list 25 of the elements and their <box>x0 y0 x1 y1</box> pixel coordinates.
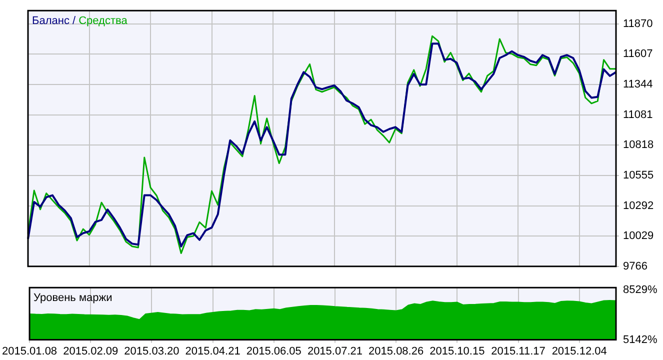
x-tick-label: 2015.08.26 <box>368 345 424 358</box>
y-tick-label: 5142% <box>623 334 658 346</box>
x-tick-label: 2015.03.20 <box>124 345 180 358</box>
y-tick-label: 10292 <box>623 200 654 212</box>
y-tick-label: 11607 <box>623 48 653 60</box>
y-tick-label: 9766 <box>623 260 648 272</box>
annotation: / <box>69 15 79 28</box>
x-tick-label: 2015.01.08 <box>2 345 58 358</box>
y-tick-label: 8529% <box>623 284 658 296</box>
x-tick-label: 2015.02.09 <box>63 345 118 358</box>
x-tick-label: 2015.10.15 <box>430 345 485 358</box>
y-tick-label: 11081 <box>623 108 653 121</box>
x-tick-label: 2015.07.21 <box>307 345 363 358</box>
x-tick-label: 2015.11.17 <box>491 345 546 358</box>
y-tick-label: 11870 <box>623 18 653 30</box>
y-tick-label: 11344 <box>623 78 653 91</box>
text: Баланс <box>32 15 70 28</box>
x-tick-label: 2015.12.04 <box>552 345 607 358</box>
text: Средства <box>78 15 128 28</box>
x-tick-label: 2015.04.21 <box>185 345 240 358</box>
y-tick-label: 10818 <box>623 139 654 152</box>
chart-title: Уровень маржи <box>34 292 112 304</box>
y-tick-label: 10555 <box>623 169 654 182</box>
y-tick-label: 10029 <box>623 230 654 242</box>
x-tick-label: 2015.06.05 <box>246 345 302 358</box>
